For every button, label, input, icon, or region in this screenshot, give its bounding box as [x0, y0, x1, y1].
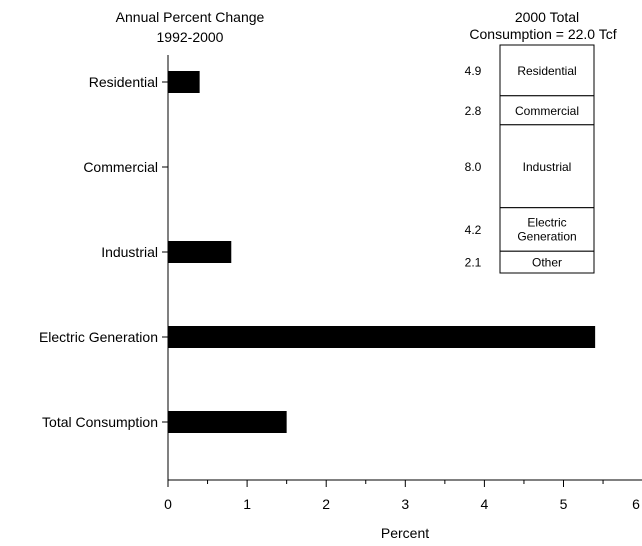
inset-segment-industrial — [499, 124, 595, 209]
y-tick-label: Residential — [89, 74, 158, 90]
inset-label-electric-generation-line-1: Electric — [527, 215, 566, 229]
inset-title-line-1: 2000 Total — [515, 9, 579, 25]
x-tick-label: 4 — [481, 496, 489, 512]
inset-value-commercial: 2.8 — [465, 104, 482, 118]
y-tick-label: Electric Generation — [39, 329, 158, 345]
inset-segment-commercial — [499, 95, 595, 126]
y-tick-label: Industrial — [101, 244, 158, 260]
bar-residential — [168, 71, 200, 93]
x-tick-label: 3 — [401, 496, 409, 512]
inset-value-residential: 4.9 — [465, 64, 482, 78]
y-tick-label: Commercial — [83, 159, 158, 175]
inset-label-other: Other — [532, 256, 562, 270]
x-tick-label: 6 — [632, 496, 640, 512]
x-axis-label: Percent — [381, 525, 429, 541]
inset-segment-electric-generation — [499, 207, 595, 252]
inset-label-electric-generation-line-2: Generation — [517, 229, 576, 243]
y-tick-label: Total Consumption — [42, 414, 158, 430]
bar-total-consumption — [168, 411, 287, 433]
x-tick-label: 5 — [560, 496, 568, 512]
inset-segment-other — [499, 250, 595, 274]
x-tick-label: 0 — [164, 496, 172, 512]
inset-segment-residential — [499, 44, 595, 97]
inset-title-line-2: Consumption = 22.0 Tcf — [469, 26, 616, 42]
x-tick-label: 2 — [322, 496, 330, 512]
x-tick-label: 1 — [243, 496, 251, 512]
bar-industrial — [168, 241, 232, 263]
inset-value-electric-generation: 4.2 — [465, 223, 482, 237]
inset-value-other: 2.1 — [465, 256, 482, 270]
left-chart-title-line-1: Annual Percent Change — [116, 9, 265, 25]
inset-value-industrial: 8.0 — [465, 160, 482, 174]
bar-electric-generation — [168, 326, 596, 348]
inset-label-residential: Residential — [517, 64, 576, 78]
inset-label-industrial: Industrial — [523, 160, 572, 174]
inset-label-commercial: Commercial — [515, 104, 579, 118]
left-chart-title-line-2: 1992-2000 — [157, 29, 224, 45]
